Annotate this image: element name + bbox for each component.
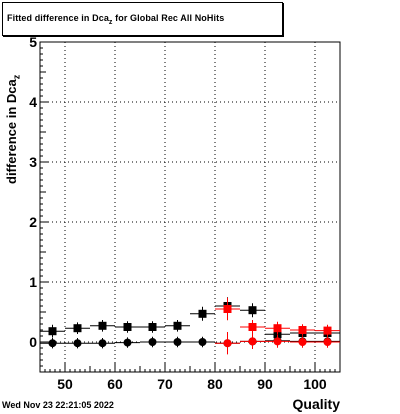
x-tick-label: 90 <box>257 376 273 392</box>
chart-title: Fitted difference in Dcaz for Global Rec… <box>7 13 224 26</box>
square-marker <box>273 324 282 333</box>
square-marker <box>248 306 257 315</box>
x-tick-label: 70 <box>157 376 173 392</box>
circle-marker <box>48 339 57 348</box>
x-tick-label: 80 <box>207 376 223 392</box>
square-marker <box>173 321 182 330</box>
y-tick-label: 4 <box>29 94 37 110</box>
y-tick-label: 5 <box>29 34 37 50</box>
y-tick-label: 0 <box>29 334 37 350</box>
square-marker <box>48 327 57 336</box>
square-marker <box>248 323 257 331</box>
square-marker <box>323 326 332 335</box>
circle-marker <box>173 338 182 346</box>
y-axis-label-main: difference in Dca <box>4 79 19 184</box>
circle-marker <box>248 337 257 346</box>
x-tick-label: 50 <box>57 376 73 392</box>
circle-marker <box>298 338 307 346</box>
square-marker <box>298 326 307 334</box>
axes: 50 60 70 80 90 100 0 1 2 3 4 5 <box>29 34 341 392</box>
circle-marker <box>123 338 132 347</box>
circle-marker <box>198 338 207 346</box>
square-marker <box>148 323 157 331</box>
x-tick-label: 100 <box>303 376 327 392</box>
y-tick-label: 1 <box>29 274 37 290</box>
circle-marker <box>98 339 107 348</box>
data-marks <box>40 297 340 355</box>
title-subscript: z <box>108 18 113 26</box>
y-axis-label-subscript: z <box>11 74 22 80</box>
grid-lines <box>40 41 340 372</box>
circle-marker <box>148 338 157 346</box>
circle-marker <box>73 339 82 348</box>
x-axis-label: Quality <box>292 396 340 412</box>
square-marker <box>73 324 82 333</box>
y-tick-label: 3 <box>29 154 37 170</box>
circle-marker <box>273 337 282 346</box>
circle-marker <box>323 338 332 346</box>
date-stamp: Wed Nov 23 22:21:05 2022 <box>2 400 114 410</box>
x-tick-label: 60 <box>107 376 123 392</box>
circle-marker <box>223 339 232 348</box>
y-tick-label: 2 <box>29 214 37 230</box>
title-box: Fitted difference in Dcaz for Global Rec… <box>2 2 283 36</box>
square-marker <box>123 323 132 331</box>
title-main: Fitted difference in Dca <box>7 13 109 23</box>
square-marker <box>98 321 107 330</box>
plot-frame <box>39 41 341 373</box>
square-marker <box>198 309 207 318</box>
y-axis-label: difference in Dcaz <box>4 75 22 184</box>
square-marker <box>223 305 232 313</box>
title-rest: for Global Rec All NoHits <box>112 13 225 23</box>
